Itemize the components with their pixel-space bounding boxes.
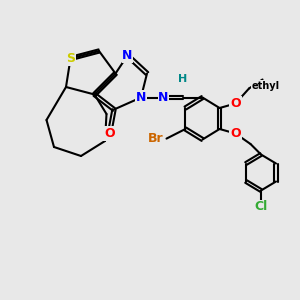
Text: N: N: [136, 91, 146, 104]
Text: ethyl: ethyl: [251, 80, 280, 91]
Text: N: N: [122, 49, 133, 62]
Text: O: O: [104, 127, 115, 140]
Text: H: H: [178, 74, 188, 85]
Text: O: O: [230, 97, 241, 110]
Text: S: S: [66, 52, 75, 65]
Text: Br: Br: [148, 132, 164, 145]
Text: O: O: [230, 127, 241, 140]
Text: N: N: [158, 91, 169, 104]
Text: Cl: Cl: [254, 200, 268, 214]
